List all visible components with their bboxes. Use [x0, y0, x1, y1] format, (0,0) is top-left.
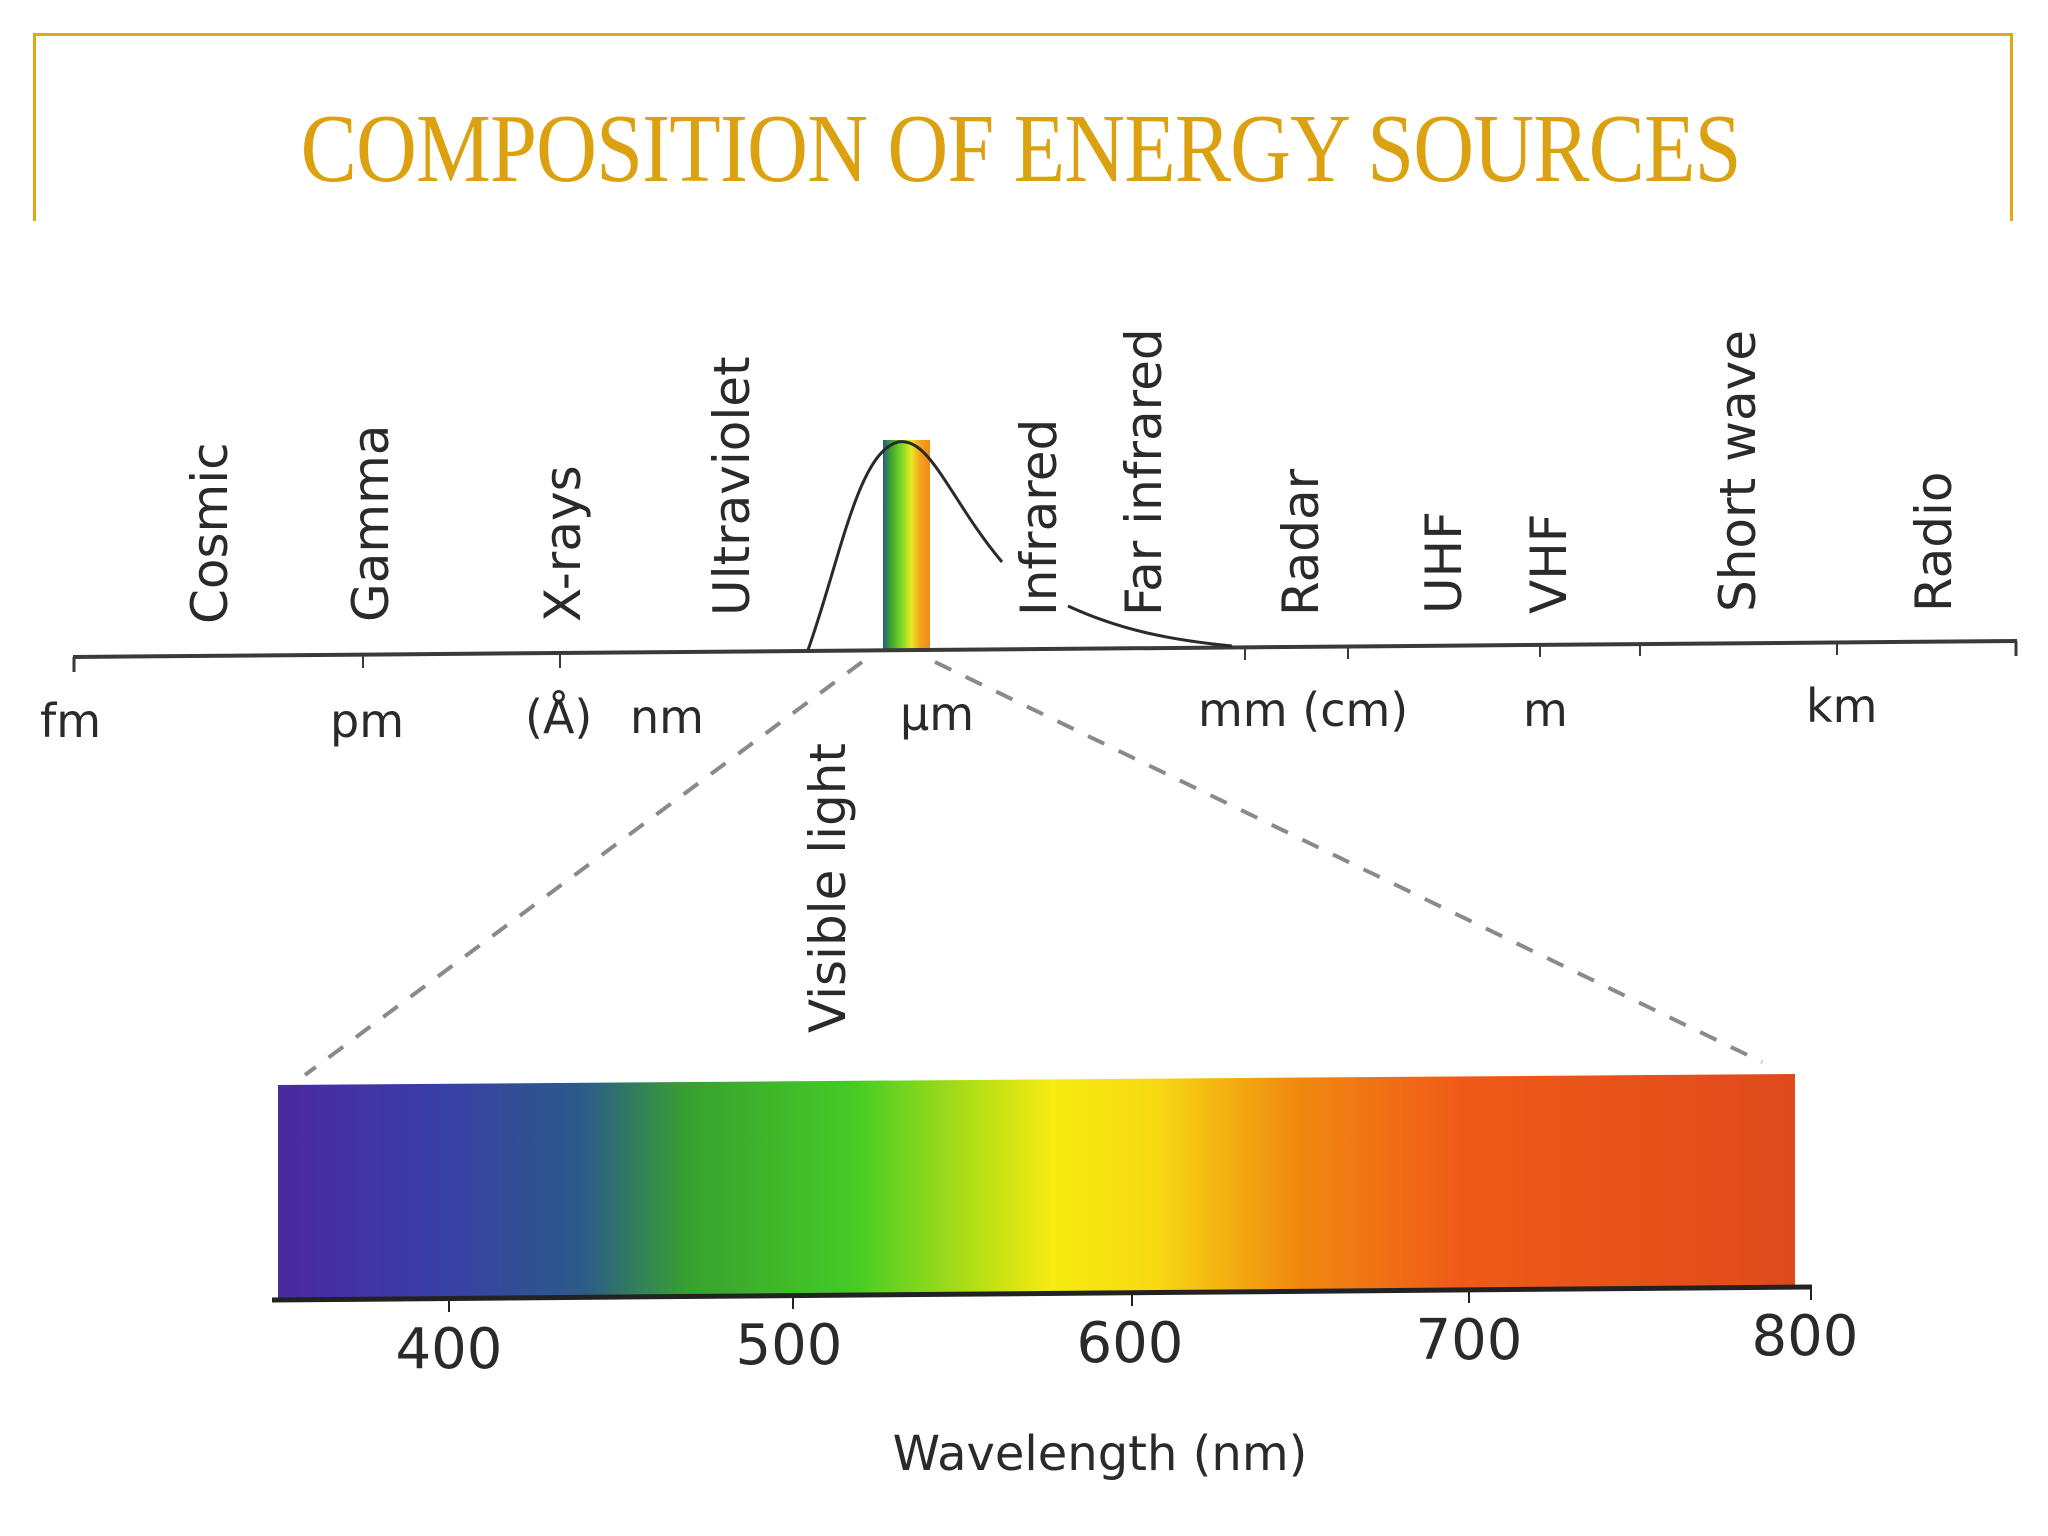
unit-label-nm: nm — [630, 690, 704, 744]
visible-spectrum-bar — [278, 1074, 1795, 1298]
x-tick-400: 400 — [396, 1317, 503, 1382]
unit-label-fm: fm — [40, 694, 101, 748]
slide-title: COMPOSITION OF ENERGY SOURCES — [300, 95, 1742, 203]
x-tick-700: 700 — [1416, 1308, 1523, 1373]
band-label-infrared: Infrared — [1010, 419, 1068, 616]
zoom-line-left — [303, 660, 864, 1077]
x-tick-800: 800 — [1752, 1304, 1859, 1369]
band-label-vhf: VHF — [1520, 513, 1578, 614]
wavelength-axis — [271, 1284, 1813, 1312]
x-axis-title: Wavelength (nm) — [893, 1426, 1308, 1482]
unit-label-mm-cm: mm (cm) — [1198, 683, 1408, 737]
x-tick-600: 600 — [1077, 1311, 1184, 1376]
band-label-radio: Radio — [1905, 471, 1963, 612]
band-label-uhf: UHF — [1415, 511, 1473, 614]
unit-label-angstrom: (Å) — [525, 690, 592, 744]
zoom-line-right — [934, 660, 1763, 1064]
band-label-ultraviolet: Ultraviolet — [703, 356, 761, 616]
visible-light-label: Visible light — [799, 743, 857, 1033]
unit-label-pm: pm — [330, 694, 404, 748]
spectrum-axis — [72, 639, 2018, 672]
band-label-xrays: X-rays — [534, 465, 592, 622]
band-label-short-wave: Short wave — [1709, 330, 1767, 612]
x-tick-500: 500 — [736, 1313, 843, 1378]
band-label-radar: Radar — [1272, 468, 1330, 616]
band-label-gamma: Gamma — [342, 425, 400, 622]
unit-label-m: m — [1523, 683, 1568, 737]
energy-curve — [806, 440, 1233, 651]
band-label-cosmic: Cosmic — [181, 442, 239, 624]
slide-frame-left — [33, 33, 36, 221]
unit-label-um: µm — [900, 687, 974, 741]
band-label-far-infrared: Far infrared — [1115, 328, 1173, 616]
slide-frame-right — [2010, 33, 2013, 221]
slide-frame-top — [33, 33, 2013, 36]
visible-band-marker — [883, 440, 930, 652]
unit-label-km: km — [1806, 679, 1877, 733]
